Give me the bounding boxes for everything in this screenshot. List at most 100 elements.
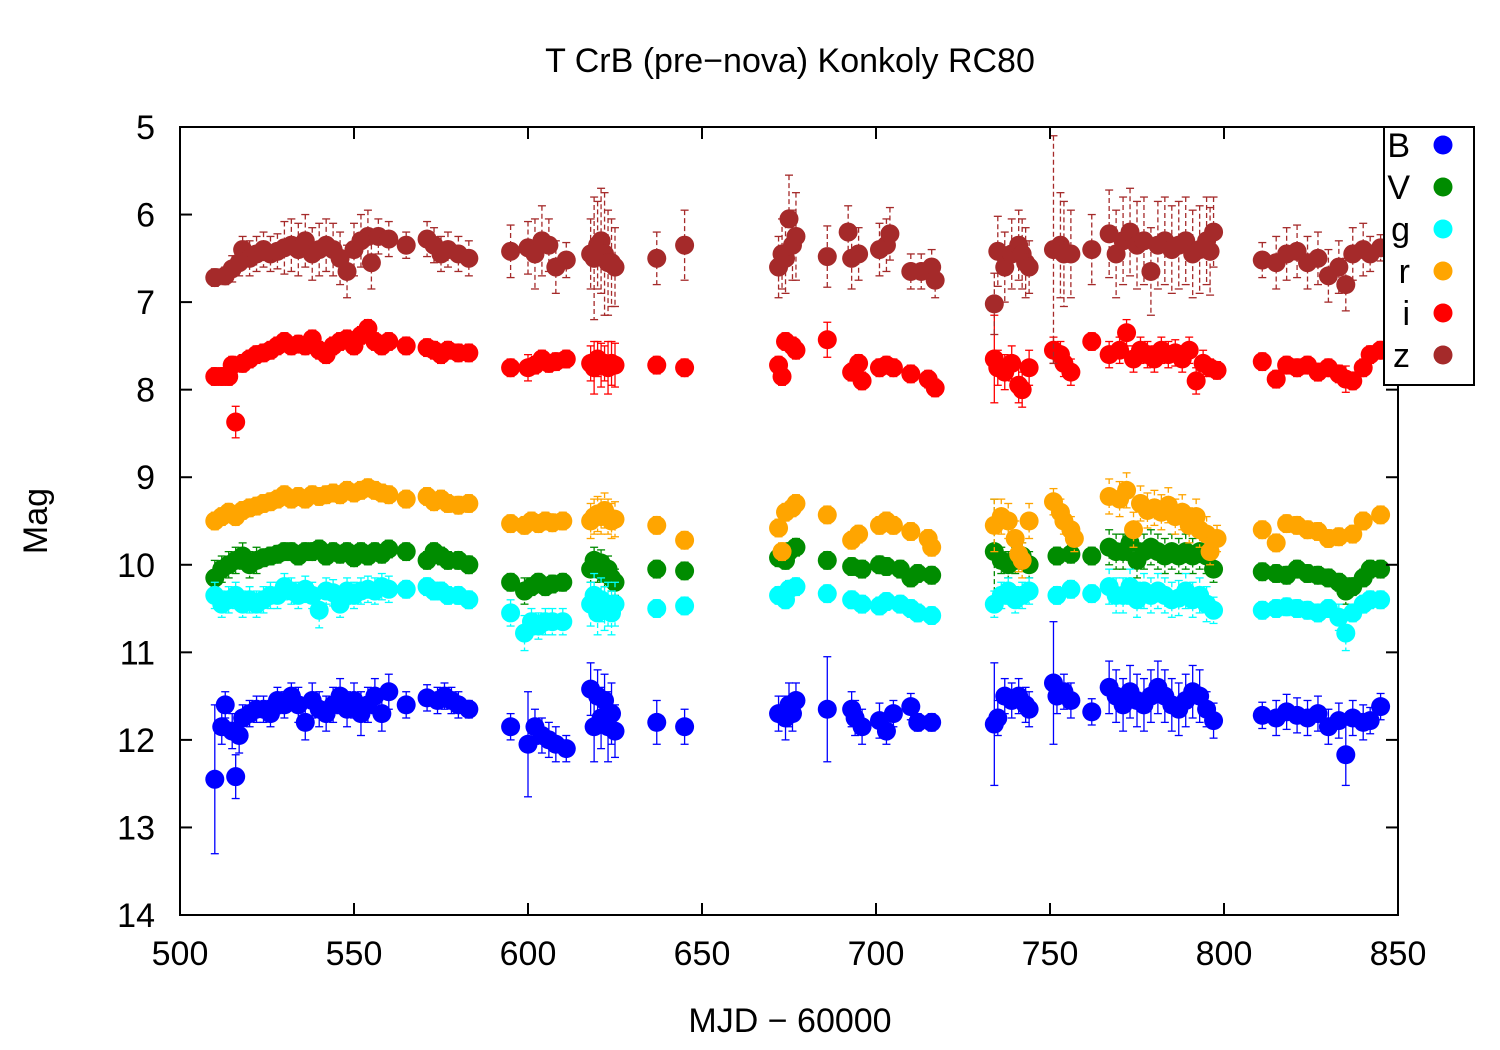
data-point — [647, 515, 667, 535]
data-point — [379, 579, 399, 599]
data-point — [605, 721, 625, 741]
error-bar — [600, 586, 609, 632]
data-point — [647, 248, 667, 268]
data-point — [1082, 584, 1102, 604]
y-tick-label: 6 — [136, 197, 155, 235]
legend-marker — [1433, 177, 1453, 197]
legend-item-g: g — [1391, 211, 1453, 249]
x-tick-label: 600 — [500, 935, 557, 973]
data-point — [1266, 533, 1286, 553]
data-point — [675, 561, 695, 581]
data-point — [1207, 360, 1227, 380]
legend-marker — [1433, 135, 1453, 155]
data-point — [883, 358, 903, 378]
data-point — [1064, 529, 1084, 549]
data-point — [1252, 352, 1272, 372]
error-bar — [990, 272, 999, 336]
data-point — [396, 489, 416, 509]
data-point — [1371, 590, 1391, 610]
data-point — [556, 250, 576, 270]
error-bar — [607, 590, 616, 636]
series-V — [205, 498, 1391, 605]
data-point — [1308, 248, 1328, 268]
x-tick-label: 800 — [1196, 935, 1253, 973]
data-point — [459, 493, 479, 513]
data-point — [1207, 529, 1227, 549]
data-point — [1336, 745, 1356, 765]
data-point — [1061, 362, 1081, 382]
axes-layer: 500 550 600 650 700 750 800 850 5 6 7 8 9 10 11 12 13 14 — [117, 109, 1426, 973]
data-point — [998, 511, 1018, 531]
data-point — [1343, 524, 1363, 544]
data-point — [501, 717, 521, 737]
plot-frame — [179, 126, 1399, 916]
data-point — [553, 572, 573, 592]
data-point — [459, 699, 479, 719]
data-point — [501, 514, 521, 534]
data-point — [379, 485, 399, 505]
data-point — [1371, 505, 1391, 525]
data-point — [769, 518, 789, 538]
data-point — [226, 767, 246, 787]
x-tick-label: 650 — [674, 935, 731, 973]
data-point — [1061, 690, 1081, 710]
data-point — [1329, 257, 1349, 277]
data-point — [817, 584, 837, 604]
data-point — [786, 340, 806, 360]
x-tick-label: 550 — [326, 935, 383, 973]
data-point — [1343, 371, 1363, 391]
data-point — [1266, 369, 1286, 389]
data-point — [984, 294, 1004, 314]
data-point — [215, 695, 235, 715]
data-point — [1117, 323, 1137, 343]
data-point — [379, 539, 399, 559]
legend-marker — [1433, 345, 1453, 365]
data-point — [1082, 332, 1102, 352]
data-point — [786, 577, 806, 597]
y-tick-label: 11 — [120, 634, 155, 672]
data-point — [396, 579, 416, 599]
data-point — [883, 704, 903, 724]
data-point — [817, 699, 837, 719]
y-tick-label: 9 — [136, 459, 155, 497]
data-point — [459, 590, 479, 610]
data-point — [501, 572, 521, 592]
data-point — [396, 695, 416, 715]
data-point — [922, 606, 942, 626]
data-point — [1360, 711, 1380, 731]
legend-label: r — [1399, 253, 1410, 291]
legend-label: z — [1393, 337, 1410, 375]
data-point — [605, 257, 625, 277]
data-point — [908, 564, 928, 584]
data-point — [922, 712, 942, 732]
data-point — [817, 247, 837, 267]
data-point — [1252, 562, 1272, 582]
data-point — [556, 349, 576, 369]
data-point — [786, 690, 806, 710]
data-point — [1061, 544, 1081, 564]
data-point — [1371, 697, 1391, 717]
data-point — [396, 542, 416, 562]
data-point — [852, 717, 872, 737]
data-point — [1082, 702, 1102, 722]
legend-item-V: V — [1387, 169, 1453, 207]
data-point — [1252, 600, 1272, 620]
data-point — [675, 530, 695, 550]
data-point — [838, 222, 858, 242]
data-point — [852, 594, 872, 614]
data-point — [309, 600, 329, 620]
data-point — [1019, 699, 1039, 719]
data-point — [1371, 559, 1391, 579]
data-point — [501, 241, 521, 261]
data-point — [1124, 520, 1144, 540]
data-point — [1204, 600, 1224, 620]
legend-item-z: z — [1393, 337, 1453, 375]
data-point — [922, 537, 942, 557]
data-point — [1252, 520, 1272, 540]
y-axis-label: Mag — [17, 488, 55, 554]
y-tick-label: 12 — [117, 722, 155, 760]
data-point — [1019, 581, 1039, 601]
data-point — [922, 565, 942, 585]
